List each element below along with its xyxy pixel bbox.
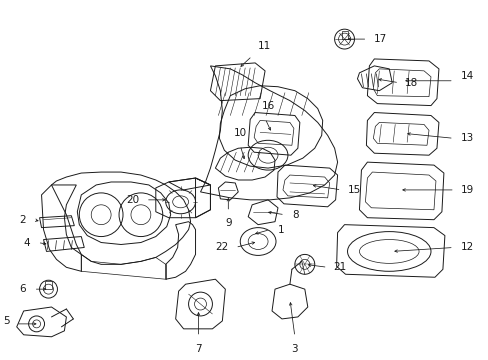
Text: 14: 14: [460, 71, 473, 81]
Text: 8: 8: [291, 210, 298, 220]
Bar: [44, 281, 52, 289]
Text: 7: 7: [195, 344, 202, 354]
Text: 20: 20: [125, 195, 139, 205]
Text: 15: 15: [347, 185, 360, 195]
Text: 11: 11: [258, 41, 271, 51]
Text: 12: 12: [460, 243, 473, 252]
Text: 19: 19: [460, 185, 473, 195]
Text: 16: 16: [261, 100, 274, 111]
Text: 6: 6: [19, 284, 25, 294]
Text: 22: 22: [215, 243, 228, 252]
Text: 13: 13: [460, 133, 473, 143]
Text: 10: 10: [233, 128, 246, 138]
Text: 2: 2: [19, 215, 25, 225]
Text: 9: 9: [224, 218, 231, 228]
Bar: [341, 31, 347, 39]
Text: 4: 4: [23, 238, 30, 248]
Text: 1: 1: [277, 225, 284, 235]
Text: 5: 5: [3, 316, 10, 326]
Text: 17: 17: [373, 34, 386, 44]
Text: 3: 3: [291, 344, 298, 354]
Text: 21: 21: [333, 262, 346, 272]
Text: 18: 18: [405, 78, 418, 88]
